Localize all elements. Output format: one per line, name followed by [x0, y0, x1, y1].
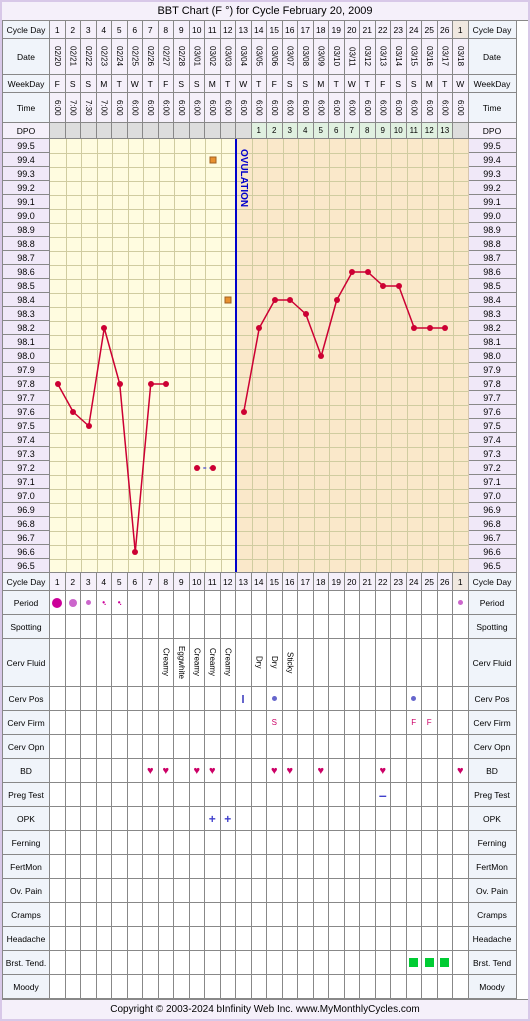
chart-grid: Cycle Day1234567891011121314151617181920… — [2, 21, 528, 999]
bbt-chart-container: BBT Chart (F °) for Cycle February 20, 2… — [0, 0, 530, 1021]
temperature-plot: OVULATION — [50, 139, 469, 573]
chart-title: BBT Chart (F °) for Cycle February 20, 2… — [2, 2, 528, 21]
chart-footer: Copyright © 2003-2024 bInfinity Web Inc.… — [2, 999, 528, 1019]
